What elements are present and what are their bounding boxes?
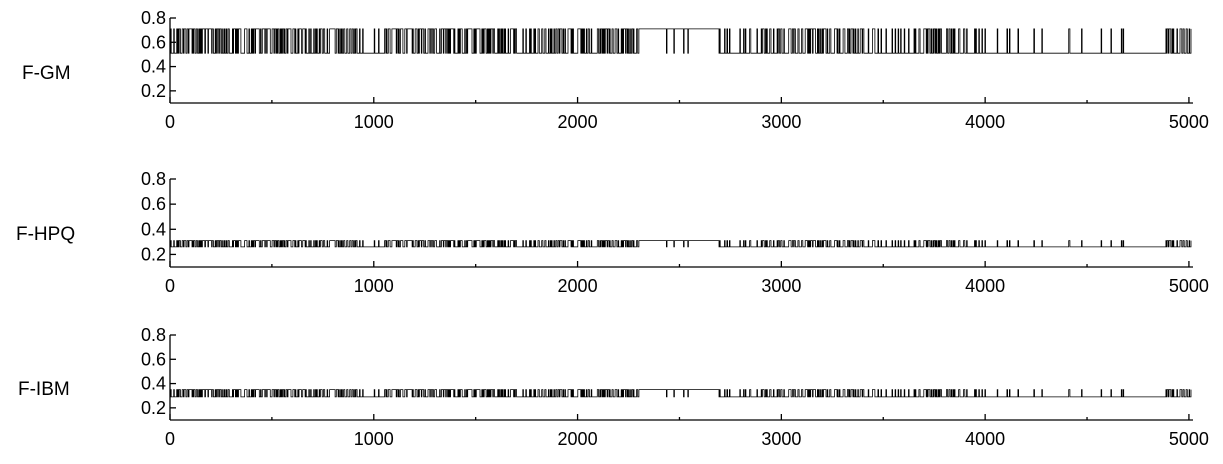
x-tick-label: 3000 [761,112,801,132]
x-tick-label: 3000 [761,276,801,296]
panel-f-ibm: F-IBM 0.2 0.4 0.6 0.8 0 1000 2000 3000 4000 5000 [18,325,1209,449]
x-tick-label: 0 [165,112,175,132]
x-tick-label: 2000 [558,429,598,449]
y-tick-label: 0.4 [141,57,166,77]
y-tick-label: 0.2 [141,398,166,418]
series-line [170,28,1192,54]
y-tick-label: 0.4 [141,374,166,394]
y-tick-label: 0.8 [141,325,166,345]
panel-body-f-gm: 0.2 0.4 0.6 0.8 0 1000 2000 3000 4000 5000 [141,8,1209,132]
series-line [170,389,1192,398]
x-tick-label: 4000 [965,112,1005,132]
x-tick-label: 1000 [354,276,394,296]
x-tick-label: 1000 [354,429,394,449]
x-tick-label: 4000 [965,429,1005,449]
y-tick-label: 0.8 [141,169,166,189]
series-label-f-gm: F-GM [22,63,71,84]
series-label-f-hpq: F-HPQ [16,224,75,245]
y-tick-label: 0.4 [141,219,166,239]
panel-f-gm: F-GM 0.2 0.4 0.6 0.8 0 1000 2000 3000 4000 5000 [22,8,1209,132]
x-tick-label: 5000 [1169,429,1209,449]
x-tick-label: 1000 [354,112,394,132]
x-tick-label: 5000 [1169,276,1209,296]
x-tick-label: 2000 [558,112,598,132]
y-tick-label: 0.2 [141,81,166,101]
series-label-f-ibm: F-IBM [18,379,70,400]
panel-body-f-ibm: 0.2 0.4 0.6 0.8 0 1000 2000 3000 4000 5000 [141,325,1209,449]
x-tick-label: 4000 [965,276,1005,296]
y-tick-label: 0.6 [141,194,166,214]
y-tick-label: 0.2 [141,244,166,264]
y-tick-label: 0.8 [141,8,166,28]
x-tick-label: 0 [165,276,175,296]
panel-f-hpq: F-HPQ 0.2 0.4 0.6 0.8 0 1000 2000 3000 4000 5000 [16,169,1209,296]
series-line [170,240,1192,248]
panel-body-f-hpq: 0.2 0.4 0.6 0.8 0 1000 2000 3000 4000 5000 [141,169,1209,296]
x-tick-label: 2000 [558,276,598,296]
y-tick-label: 0.6 [141,32,166,52]
x-tick-label: 0 [165,429,175,449]
y-tick-label: 0.6 [141,349,166,369]
x-tick-label: 3000 [761,429,801,449]
x-tick-label: 5000 [1169,112,1209,132]
